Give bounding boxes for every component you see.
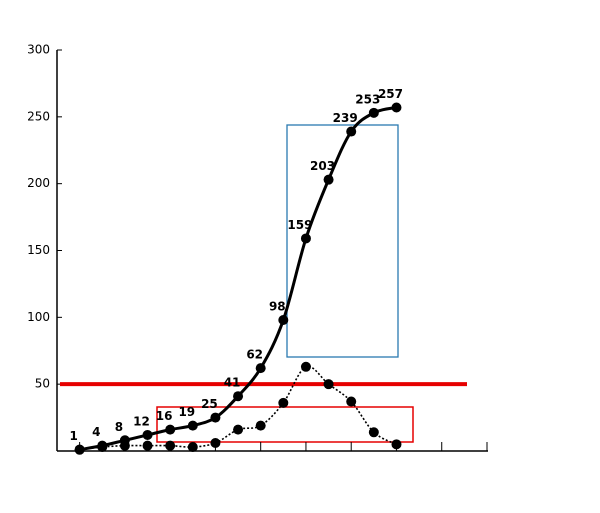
y-tick-label: 250 [27, 109, 50, 123]
data-point [323, 174, 334, 185]
data-point [391, 102, 402, 113]
data-label: 4 [92, 425, 100, 439]
data-point [278, 397, 289, 408]
data-label: 62 [246, 348, 263, 362]
data-point [346, 126, 357, 137]
data-point [187, 420, 198, 431]
data-point [255, 420, 266, 431]
data-label: 16 [156, 409, 173, 423]
data-point [368, 427, 379, 438]
data-point [346, 396, 357, 407]
data-point [142, 429, 153, 440]
y-tick-label: 200 [27, 176, 50, 190]
data-label: 253 [355, 92, 380, 106]
y-tick-label: 150 [27, 243, 50, 257]
data-point [187, 441, 198, 452]
data-label: 25 [201, 397, 218, 411]
data-label: 1 [69, 429, 77, 443]
data-point [210, 412, 221, 423]
data-point [210, 437, 221, 448]
data-label: 203 [310, 159, 335, 173]
series-line [79, 365, 397, 451]
highlight-box [286, 124, 399, 358]
data-label: 98 [269, 300, 286, 314]
data-point [323, 379, 334, 390]
data-point [255, 363, 266, 374]
data-point [233, 391, 244, 402]
y-tick-label: 100 [27, 310, 50, 324]
data-point [165, 440, 176, 451]
data-label: 159 [287, 218, 312, 232]
data-point [300, 361, 311, 372]
data-point [97, 441, 108, 452]
y-tick-label: 300 [27, 43, 50, 57]
data-label: 41 [224, 376, 241, 390]
data-point [368, 107, 379, 118]
data-point [165, 424, 176, 435]
data-point [119, 440, 130, 451]
data-point [142, 440, 153, 451]
y-tick-label: 50 [35, 377, 50, 391]
data-point [278, 315, 289, 326]
data-label: 12 [133, 414, 150, 428]
data-point [300, 233, 311, 244]
data-point [233, 424, 244, 435]
data-point [391, 439, 402, 450]
data-label: 19 [178, 405, 195, 419]
data-point [74, 444, 85, 455]
data-label: 8 [115, 420, 123, 434]
data-label: 257 [378, 87, 403, 101]
data-label: 239 [333, 111, 358, 125]
